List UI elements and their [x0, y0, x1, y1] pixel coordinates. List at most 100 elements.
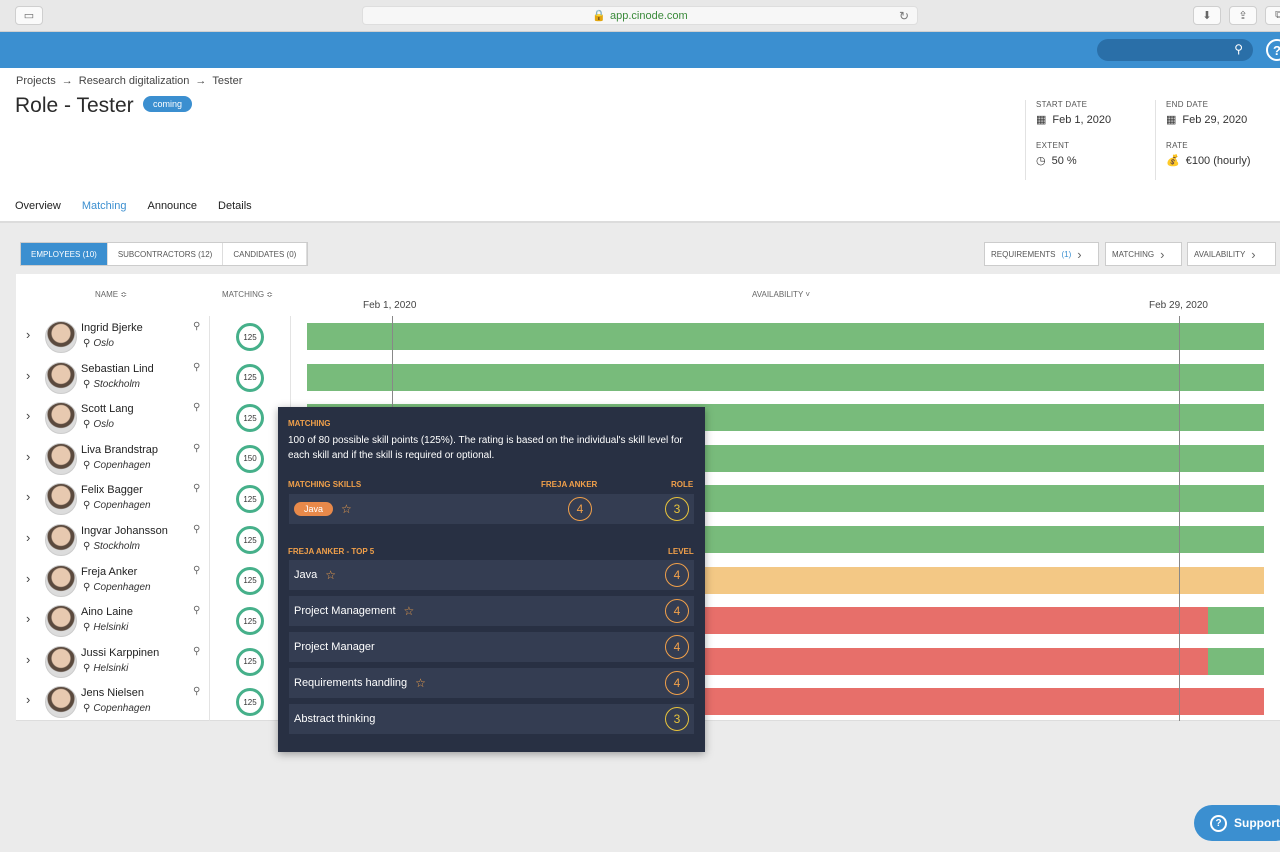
avatar: [45, 686, 77, 719]
top-skills-header: FREJA ANKER - TOP 5: [288, 547, 375, 556]
breadcrumb-projects[interactable]: Projects: [16, 75, 56, 87]
chevron-right-icon[interactable]: ›: [26, 408, 31, 424]
app-header: ⚲ ?: [0, 32, 1280, 68]
availability-column-header[interactable]: AVAILABILITY ˅: [752, 290, 811, 299]
availability-filter-button[interactable]: AVAILABILITY ›: [1187, 242, 1276, 266]
chevron-right-icon[interactable]: ›: [26, 611, 31, 627]
sidebar-toggle-button[interactable]: ▭: [15, 6, 43, 25]
segment-subcontractors[interactable]: SUBCONTRACTORS (12): [108, 243, 224, 265]
pin-icon[interactable]: ⚲: [193, 321, 201, 332]
chevron-right-icon[interactable]: ›: [26, 651, 31, 667]
support-button[interactable]: ? Support: [1194, 805, 1280, 841]
search-input[interactable]: ⚲: [1097, 39, 1253, 61]
tab-announce[interactable]: Announce: [147, 200, 198, 212]
matching-score-badge[interactable]: 125: [236, 323, 264, 351]
top-skill-row: Project Management ☆: [289, 596, 694, 626]
employee-location: ⚲ Copenhagen: [83, 582, 151, 593]
skill-name: Abstract thinking: [294, 713, 376, 725]
end-date-value: Feb 29, 2020: [1182, 113, 1248, 126]
avatar: [45, 564, 77, 597]
skill-level-badge: 4: [665, 671, 689, 695]
table-row[interactable]: › Sebastian Lind ⚲ Stockholm ⚲ 125: [16, 358, 1280, 398]
search-icon: ⚲: [1234, 42, 1243, 56]
matching-score-badge[interactable]: 125: [236, 688, 264, 717]
chevron-right-icon[interactable]: ›: [26, 327, 31, 342]
segment-employees[interactable]: EMPLOYEES (10): [21, 243, 108, 265]
matching-score-badge[interactable]: 125: [236, 566, 264, 595]
matching-skill-row: Java ☆: [289, 494, 694, 524]
breadcrumb-project[interactable]: Research digitalization: [78, 75, 190, 87]
location-text: Stockholm: [93, 541, 141, 552]
tabs-button[interactable]: ⧉: [1265, 6, 1280, 25]
matching-score-badge[interactable]: 125: [236, 526, 264, 554]
matching-score-badge[interactable]: 125: [236, 647, 264, 676]
dates-extent-block: START DATE ▦ Feb 1, 2020 EXTENT ◷ 50 %: [1025, 100, 1153, 180]
pin-icon[interactable]: ⚲: [193, 645, 201, 657]
chevron-right-icon[interactable]: ›: [26, 489, 31, 505]
browser-toolbar: ▭ 🔒 app.cinode.com ↻ ⬇ ⇪ ⧉: [0, 0, 1280, 32]
reload-icon[interactable]: ↻: [898, 9, 909, 23]
role-level-badge: 3: [665, 497, 689, 521]
employee-name[interactable]: Felix Bagger: [81, 484, 143, 497]
location-pin-icon: ⚲: [83, 500, 91, 512]
requirements-filter-button[interactable]: REQUIREMENTS (1) ›: [984, 242, 1099, 266]
chevron-right-icon[interactable]: ›: [26, 530, 31, 545]
url-text: app.cinode.com: [610, 9, 688, 22]
matching-filter-label: MATCHING: [1112, 249, 1155, 259]
skill-level-badge: 3: [665, 707, 689, 731]
address-bar[interactable]: 🔒 app.cinode.com ↻: [362, 6, 918, 25]
employee-name[interactable]: Scott Lang: [81, 403, 134, 416]
pin-icon[interactable]: ⚲: [193, 564, 201, 576]
pin-icon[interactable]: ⚲: [193, 483, 201, 495]
avatar: [45, 442, 77, 475]
location-text: Copenhagen: [93, 459, 151, 471]
end-date-label: END DATE: [1166, 100, 1209, 109]
chevron-right-icon[interactable]: ›: [26, 692, 31, 708]
avatar: [45, 524, 77, 556]
employee-location: ⚲ Helsinki: [83, 663, 128, 674]
share-button[interactable]: ⇪: [1229, 6, 1257, 25]
avatar: [45, 321, 77, 353]
download-button[interactable]: ⬇: [1193, 6, 1221, 25]
matching-score-badge[interactable]: 125: [236, 404, 264, 433]
tab-overview[interactable]: Overview: [15, 200, 61, 212]
tab-matching[interactable]: Matching: [81, 200, 127, 212]
pin-icon[interactable]: ⚲: [193, 605, 201, 617]
employee-name[interactable]: Aino Laine: [81, 606, 133, 619]
name-column-header[interactable]: NAME ≎: [95, 290, 128, 299]
pin-icon[interactable]: ⚲: [193, 402, 201, 414]
chevron-right-icon[interactable]: ›: [26, 367, 31, 383]
table-row[interactable]: › Ingrid Bjerke ⚲ Oslo ⚲ 125: [16, 317, 1280, 357]
employee-name[interactable]: Jussi Karppinen: [81, 646, 160, 659]
employee-location: ⚲ Stockholm: [83, 541, 140, 552]
employee-name[interactable]: Ingvar Johansson: [81, 525, 168, 537]
employee-name[interactable]: Sebastian Lind: [81, 362, 154, 375]
chevron-right-icon[interactable]: ›: [26, 448, 31, 464]
skill-pill: Java: [294, 502, 334, 516]
chevron-right-icon: ›: [1160, 246, 1165, 262]
matching-column-header[interactable]: MATCHING ≎: [222, 290, 273, 299]
employee-name[interactable]: Ingrid Bjerke: [81, 322, 143, 334]
employee-name[interactable]: Jens Nielsen: [81, 687, 144, 700]
matching-score-badge[interactable]: 125: [236, 485, 264, 514]
employee-name[interactable]: Freja Anker: [81, 565, 138, 578]
employee-location: ⚲ Copenhagen: [83, 703, 151, 714]
pin-icon[interactable]: ⚲: [193, 524, 201, 535]
matching-score-badge[interactable]: 150: [236, 444, 264, 473]
pin-icon[interactable]: ⚲: [193, 442, 201, 454]
matching-score-badge[interactable]: 125: [236, 363, 264, 392]
skill-name: Requirements handling: [294, 677, 408, 689]
tab-details[interactable]: Details: [218, 200, 252, 212]
top-skill-row: Project Manager: [289, 632, 694, 662]
matching-score-badge[interactable]: 125: [236, 607, 264, 636]
chevron-right-icon[interactable]: ›: [26, 570, 31, 586]
help-icon[interactable]: ?: [1266, 39, 1280, 61]
availability-filter-label: AVAILABILITY: [1194, 249, 1246, 259]
employee-name[interactable]: Liva Brandstrap: [81, 443, 159, 456]
pin-icon[interactable]: ⚲: [193, 361, 201, 373]
start-date-label: START DATE: [1036, 100, 1088, 109]
pin-icon[interactable]: ⚲: [193, 686, 201, 698]
matching-filter-button[interactable]: MATCHING ›: [1105, 242, 1182, 266]
rate-value: €100 (hourly): [1185, 154, 1251, 167]
segment-candidates[interactable]: CANDIDATES (0): [223, 243, 308, 265]
